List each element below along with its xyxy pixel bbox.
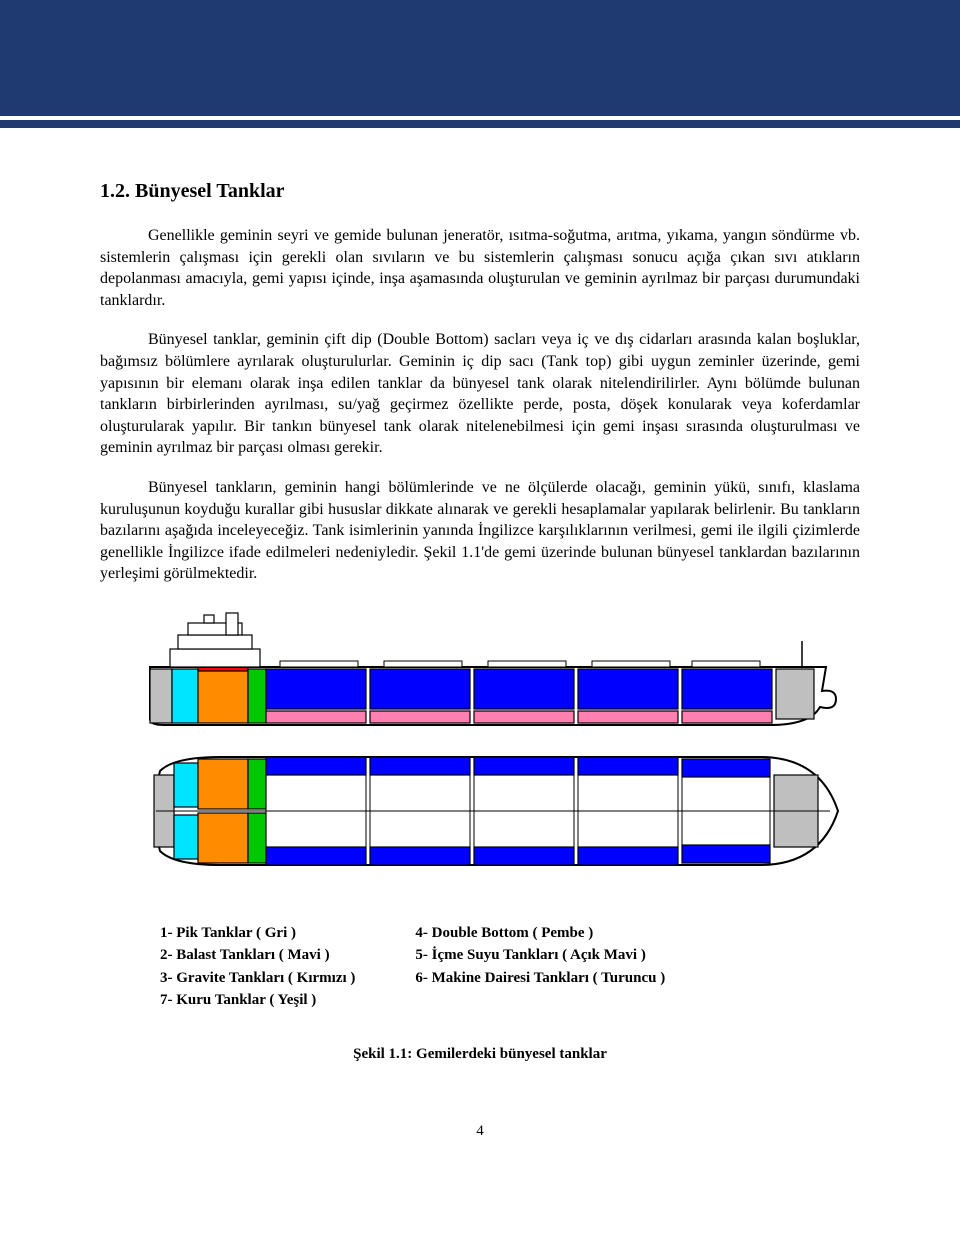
legend-left: 1- Pik Tanklar ( Gri ) 2- Balast Tanklar… xyxy=(160,922,355,1012)
header-band xyxy=(0,0,960,120)
section-title: 1.2. Bünyesel Tanklar xyxy=(100,180,860,203)
legend-item: 6- Makine Dairesi Tankları ( Turuncu ) xyxy=(415,967,665,990)
page-content: 1.2. Bünyesel Tanklar Genellikle geminin… xyxy=(0,120,960,1180)
legend-item: 5- İçme Suyu Tankları ( Açık Mavi ) xyxy=(415,944,665,967)
ship-figure xyxy=(130,607,860,892)
figure-caption: Şekil 1.1: Gemilerdeki bünyesel tanklar xyxy=(100,1046,860,1063)
legend-item: 1- Pik Tanklar ( Gri ) xyxy=(160,922,355,945)
page-number: 4 xyxy=(100,1123,860,1140)
legend-right: 4- Double Bottom ( Pembe ) 5- İçme Suyu … xyxy=(415,922,665,1012)
paragraph-2: Bünyesel tanklar, geminin çift dip (Doub… xyxy=(100,329,860,459)
legend-item: 4- Double Bottom ( Pembe ) xyxy=(415,922,665,945)
figure-legend: 1- Pik Tanklar ( Gri ) 2- Balast Tanklar… xyxy=(160,922,860,1012)
paragraph-3: Bünyesel tankların, geminin hangi bölüml… xyxy=(100,477,860,585)
paragraph-1: Genellikle geminin seyri ve gemide bulun… xyxy=(100,225,860,311)
legend-item: 7- Kuru Tanklar ( Yeşil ) xyxy=(160,989,355,1012)
legend-item: 2- Balast Tankları ( Mavi ) xyxy=(160,944,355,967)
legend-item: 3- Gravite Tankları ( Kırmızı ) xyxy=(160,967,355,990)
